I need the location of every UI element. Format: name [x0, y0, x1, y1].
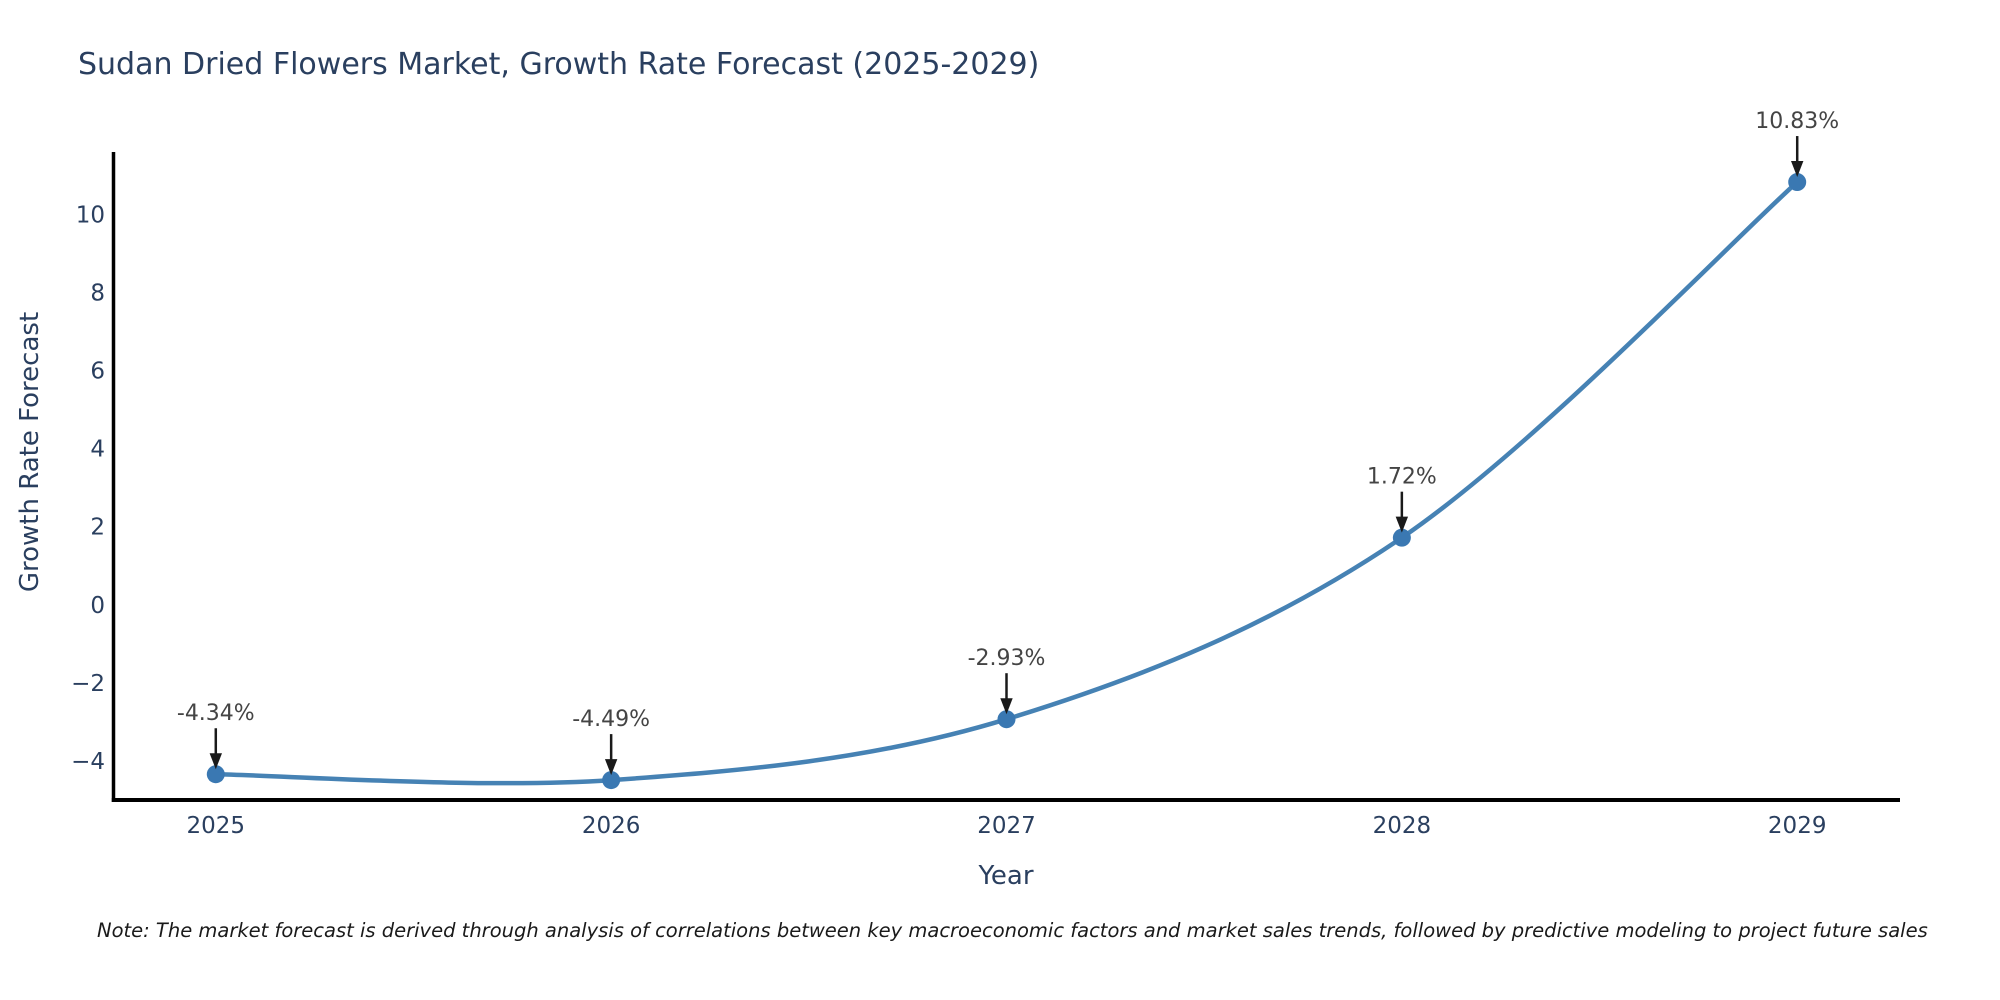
data-point-marker [602, 771, 621, 790]
footnote: Note: The market forecast is derived thr… [97, 919, 1928, 942]
annotation-label: -4.49% [572, 707, 650, 732]
x-tick-label: 2029 [1768, 813, 1827, 839]
y-tick-label: 2 [90, 515, 105, 541]
x-axis-title: Year [978, 861, 1034, 891]
y-tick-label: 0 [90, 593, 105, 619]
data-point-marker [1392, 528, 1411, 547]
y-tick-label: 10 [76, 202, 105, 228]
annotation-label: -2.93% [968, 646, 1046, 671]
x-tick-label: 2025 [187, 813, 246, 839]
y-tick-label: 8 [90, 281, 105, 307]
annotation-label: 1.72% [1367, 465, 1437, 490]
chart-title: Sudan Dried Flowers Market, Growth Rate … [78, 47, 1040, 82]
annotation-label: 10.83% [1755, 109, 1839, 134]
annotation-label: -4.34% [177, 701, 255, 726]
y-tick-label: 6 [90, 359, 105, 385]
annotation-arrowhead [1000, 698, 1013, 715]
annotation-arrowhead [1791, 161, 1804, 178]
x-tick-label: 2028 [1373, 813, 1432, 839]
y-tick-label: 4 [90, 437, 105, 463]
series-line [215, 180, 1799, 786]
y-tick-label: −2 [71, 671, 105, 697]
data-point-marker [997, 710, 1016, 729]
data-point-marker [206, 765, 225, 784]
y-tick-label: −4 [71, 749, 105, 775]
x-tick-label: 2027 [977, 813, 1036, 839]
annotation-arrowhead [1395, 516, 1409, 533]
annotation-arrowhead [209, 753, 222, 770]
annotation-arrowhead [604, 759, 618, 776]
x-tick-label: 2026 [582, 813, 641, 839]
y-axis-title: Growth Rate Forecast [15, 311, 45, 593]
data-point-marker [1788, 173, 1807, 192]
